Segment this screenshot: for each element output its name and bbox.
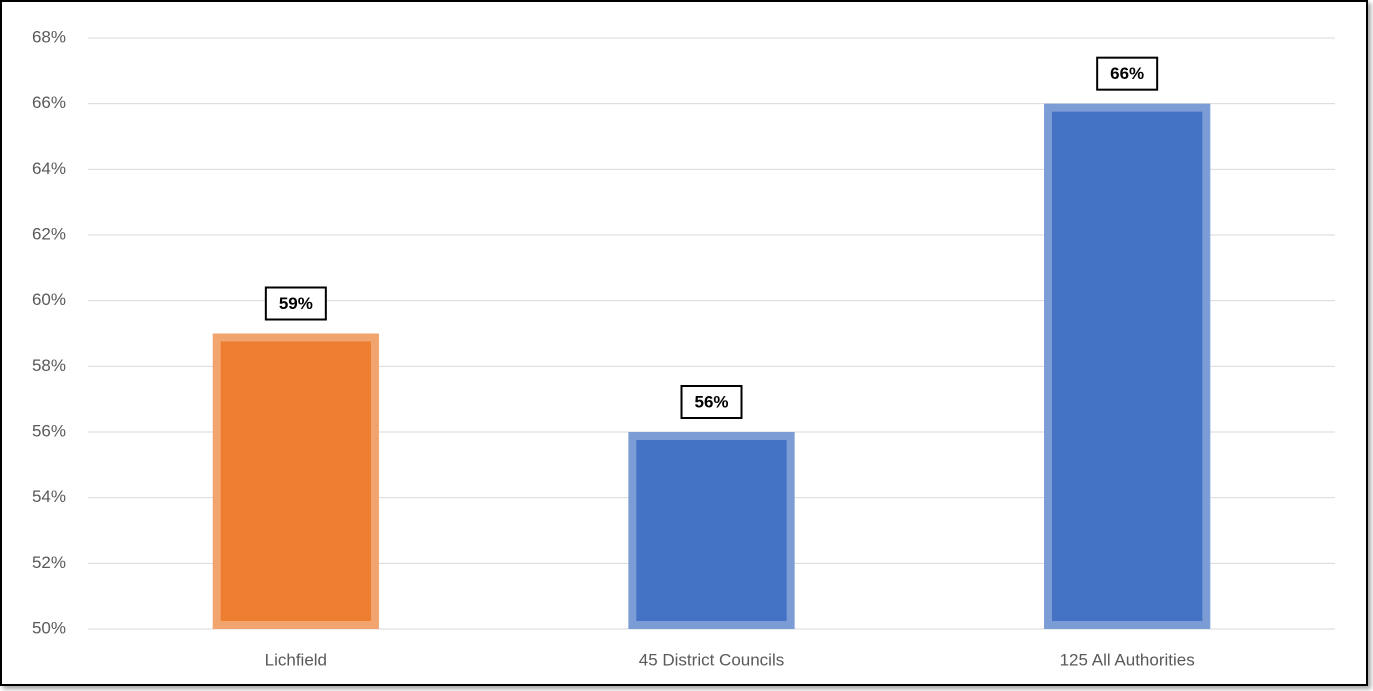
y-tick-label: 64% — [32, 159, 66, 178]
x-tick-label: 45 District Councils — [639, 650, 785, 669]
value-label-box — [1096, 56, 1159, 91]
value-label: 59% — [279, 294, 313, 313]
value-label: 56% — [694, 392, 728, 411]
x-tick-label: Lichfield — [265, 650, 327, 669]
y-tick-label: 60% — [32, 290, 66, 309]
y-tick-label: 68% — [32, 27, 66, 46]
value-label-box — [680, 385, 743, 419]
y-tick-label: 54% — [32, 487, 66, 506]
x-tick-label: 125 All Authorities — [1060, 650, 1195, 669]
y-tick-label: 56% — [32, 421, 66, 440]
bar — [628, 432, 795, 629]
bar — [1044, 103, 1211, 629]
bar — [212, 333, 379, 629]
y-tick-label: 66% — [32, 93, 66, 112]
y-tick-label: 62% — [32, 224, 66, 243]
y-tick-label: 58% — [32, 356, 66, 375]
y-tick-label: 50% — [32, 618, 66, 637]
value-label-box — [264, 286, 327, 321]
value-label: 66% — [1110, 64, 1144, 83]
y-tick-label: 52% — [32, 553, 66, 572]
